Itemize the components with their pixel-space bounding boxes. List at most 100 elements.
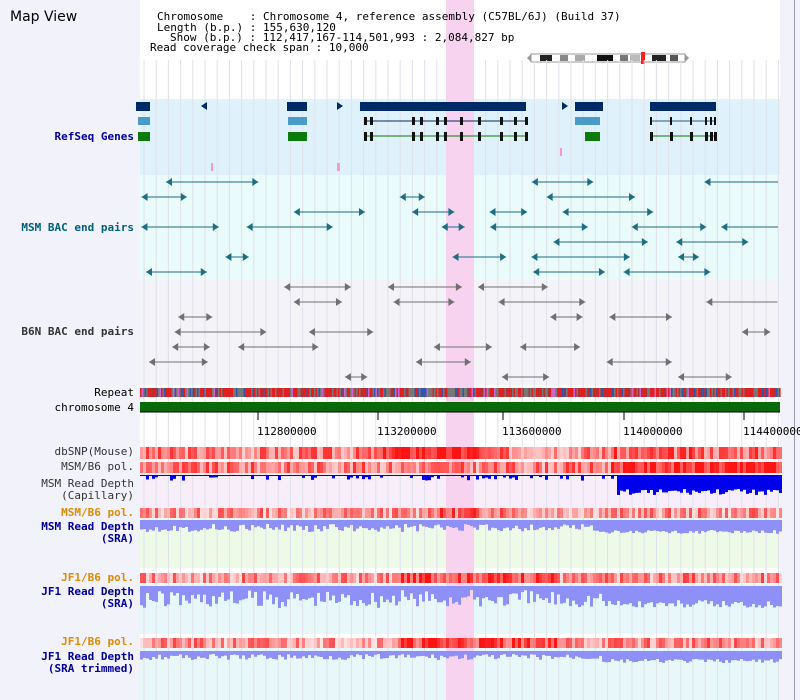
polymorphism-cell	[320, 462, 323, 473]
polymorphism-cell	[380, 447, 383, 459]
read-depth-bar	[302, 475, 305, 478]
polymorphism-cell	[509, 447, 512, 459]
polymorphism-cell	[221, 638, 224, 648]
polymorphism-cell	[485, 573, 488, 583]
read-depth-bar	[269, 586, 272, 595]
read-depth-bar	[200, 475, 203, 476]
polymorphism-cell	[548, 447, 551, 459]
refseq-exon	[514, 117, 517, 125]
read-depth-bar	[569, 475, 572, 476]
polymorphism-cell	[503, 462, 506, 473]
track-label-b6n-bac[interactable]: B6N BAC end pairs	[21, 325, 134, 338]
repeat-element	[143, 388, 145, 397]
read-depth-bar	[209, 586, 212, 607]
polymorphism-cell	[737, 447, 740, 459]
repeat-element	[222, 388, 225, 397]
polymorphism-cell	[524, 447, 527, 459]
read-depth-bar	[221, 586, 224, 593]
read-depth-bar	[470, 651, 473, 660]
read-depth-bar	[398, 586, 401, 602]
polymorphism-cell	[683, 508, 686, 518]
polymorphism-cell	[518, 508, 521, 518]
polymorphism-cell	[539, 447, 542, 459]
read-depth-bar	[161, 475, 164, 476]
read-depth-bar	[746, 651, 749, 662]
read-depth-bar	[284, 475, 287, 476]
polymorphism-cell	[554, 573, 557, 583]
polymorphism-cell	[194, 573, 197, 583]
polymorphism-cell	[428, 573, 431, 583]
polymorphism-cell	[233, 508, 236, 518]
read-depth-bar	[398, 651, 401, 656]
polymorphism-cell	[380, 638, 383, 648]
repeat-element	[458, 388, 460, 397]
repeat-element	[573, 388, 576, 397]
read-depth-bar	[554, 520, 557, 528]
polymorphism-cell	[635, 638, 638, 648]
bac-end	[631, 223, 638, 231]
read-depth-bar	[149, 586, 152, 600]
repeat-element	[671, 388, 673, 397]
polymorphism-cell	[740, 573, 743, 583]
polymorphism-cell	[758, 573, 761, 583]
polymorphism-cell	[773, 638, 776, 648]
read-depth-bar	[188, 586, 191, 604]
read-depth-bar	[677, 475, 680, 492]
bac-end	[704, 178, 711, 186]
read-depth-bar	[644, 586, 647, 605]
read-depth-bar	[551, 475, 554, 476]
polymorphism-cell	[185, 447, 188, 459]
refseq-exon	[412, 117, 415, 125]
read-depth-bar	[752, 475, 755, 490]
bac-end	[692, 253, 699, 261]
read-depth-bar	[305, 475, 308, 476]
polymorphism-cell	[419, 573, 422, 583]
polymorphism-cell	[479, 462, 482, 473]
repeat-element	[599, 388, 601, 397]
polymorphism-cell	[755, 638, 758, 648]
polymorphism-cell	[638, 638, 641, 648]
track-label-refseq[interactable]: RefSeq Genes	[54, 130, 134, 143]
repeat-element	[461, 388, 463, 397]
repeat-element	[653, 388, 655, 397]
repeat-element	[476, 388, 478, 397]
read-depth-bar	[383, 651, 386, 659]
read-depth-bar	[194, 651, 197, 659]
polymorphism-cell	[695, 508, 698, 518]
polymorphism-cell	[743, 447, 746, 459]
track-label-msm-bac[interactable]: MSM BAC end pairs	[21, 221, 134, 234]
read-depth-bar	[647, 586, 650, 603]
polymorphism-cell	[317, 447, 320, 459]
polymorphism-cell	[632, 573, 635, 583]
read-depth-bar	[632, 586, 635, 607]
ideogram-position-marker	[641, 52, 645, 64]
polymorphism-cell	[677, 508, 680, 518]
read-depth-bar	[692, 475, 695, 491]
repeat-element	[512, 388, 514, 397]
repeat-element	[441, 388, 444, 397]
read-depth-bar	[467, 520, 470, 525]
polymorphism-cell	[614, 447, 617, 459]
repeat-element	[527, 388, 529, 397]
read-depth-bar	[176, 651, 179, 656]
polymorphism-cell	[605, 447, 608, 459]
read-depth-bar	[605, 520, 608, 533]
read-depth-bar	[599, 651, 602, 656]
read-depth-bar	[281, 475, 284, 476]
repeat-element	[638, 388, 640, 397]
read-depth-bar	[578, 586, 581, 608]
repeat-element	[215, 388, 217, 397]
bac-end	[165, 178, 172, 186]
bac-end	[606, 358, 613, 366]
polymorphism-cell	[599, 573, 602, 583]
polymorphism-cell	[647, 447, 650, 459]
repeat-element	[578, 388, 580, 397]
polymorphism-cell	[527, 462, 530, 473]
bac-end	[242, 253, 249, 261]
repeat-element	[632, 388, 634, 397]
repeat-element	[273, 388, 276, 397]
polymorphism-cell	[530, 462, 533, 473]
repeat-element	[204, 388, 207, 397]
repeat-element	[558, 388, 561, 397]
